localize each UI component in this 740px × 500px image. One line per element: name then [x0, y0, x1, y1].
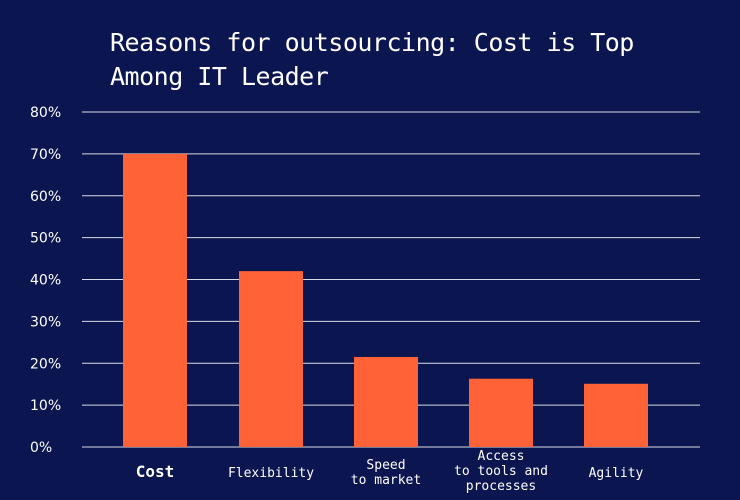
x-tick-label: Access to tools and processes: [454, 449, 548, 494]
y-tick-label: 50%: [30, 231, 61, 247]
y-tick-label: 70%: [30, 147, 61, 163]
bar-agility: [584, 383, 648, 447]
y-tick-label: 0%: [30, 440, 52, 456]
bar-flexibility: [239, 271, 303, 447]
y-tick-label: 30%: [30, 314, 61, 330]
chart-title: Reasons for outsourcing: Cost is Top Amo…: [110, 28, 634, 91]
y-tick-label: 60%: [30, 189, 61, 205]
y-tick-label: 80%: [30, 105, 61, 121]
y-tick-label: 10%: [30, 398, 61, 414]
x-tick-label: Flexibility: [228, 466, 314, 481]
bar-speed-to-market: [354, 356, 418, 447]
y-tick-label: 20%: [30, 356, 61, 372]
y-tick-label: 40%: [30, 273, 61, 289]
x-tick-label: Agility: [589, 466, 644, 481]
bar-cost: [123, 153, 187, 447]
bar-access-to-tools-and-processes: [469, 378, 533, 447]
x-tick-label: Cost: [136, 462, 175, 481]
x-tick-label: Speed to market: [351, 458, 421, 488]
